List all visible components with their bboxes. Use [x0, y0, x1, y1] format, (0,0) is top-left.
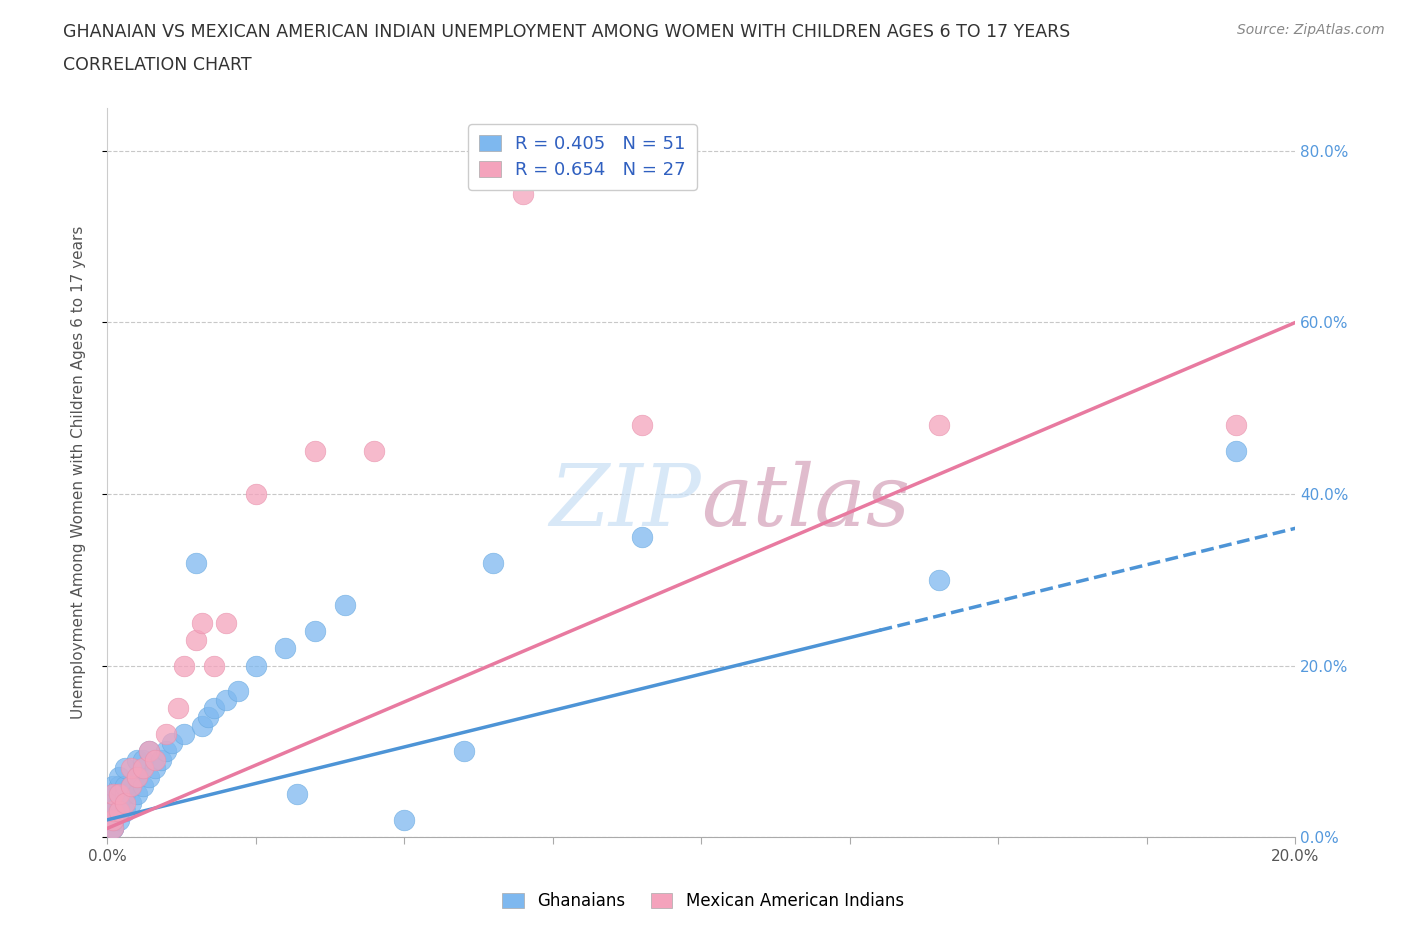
Point: [101, 804, 124, 818]
Point: [101, 804, 124, 818]
Point: [245, 658, 267, 673]
Point: [631, 418, 654, 432]
Point: [108, 804, 131, 818]
Point: [304, 444, 326, 458]
Point: [120, 795, 142, 810]
Point: [155, 726, 177, 741]
Point: [392, 813, 415, 828]
Point: [285, 787, 308, 802]
Point: [101, 787, 124, 802]
Text: CORRELATION CHART: CORRELATION CHART: [63, 56, 252, 73]
Point: [125, 769, 148, 784]
Point: [101, 821, 124, 836]
Point: [101, 821, 124, 836]
Point: [120, 761, 142, 776]
Point: [120, 778, 142, 793]
Point: [304, 624, 326, 639]
Point: [155, 744, 177, 759]
Point: [173, 658, 195, 673]
Point: [132, 778, 155, 793]
Point: [108, 813, 131, 828]
Point: [101, 804, 124, 818]
Text: ZIP: ZIP: [550, 460, 702, 543]
Point: [125, 769, 148, 784]
Point: [101, 778, 124, 793]
Point: [226, 684, 249, 698]
Point: [101, 821, 124, 836]
Point: [928, 572, 950, 587]
Point: [101, 813, 124, 828]
Point: [1225, 444, 1247, 458]
Point: [101, 813, 124, 828]
Point: [125, 787, 148, 802]
Point: [101, 787, 124, 802]
Point: [108, 769, 131, 784]
Point: [108, 787, 131, 802]
Point: [114, 804, 136, 818]
Point: [363, 444, 385, 458]
Point: [215, 615, 238, 630]
Point: [245, 486, 267, 501]
Point: [143, 752, 166, 767]
Point: [928, 418, 950, 432]
Point: [108, 795, 131, 810]
Point: [114, 761, 136, 776]
Point: [138, 769, 160, 784]
Point: [138, 744, 160, 759]
Point: [108, 778, 131, 793]
Point: [162, 736, 184, 751]
Point: [101, 813, 124, 828]
Point: [186, 632, 208, 647]
Point: [149, 752, 172, 767]
Point: [101, 813, 124, 828]
Point: [202, 658, 225, 673]
Text: GHANAIAN VS MEXICAN AMERICAN INDIAN UNEMPLOYMENT AMONG WOMEN WITH CHILDREN AGES : GHANAIAN VS MEXICAN AMERICAN INDIAN UNEM…: [63, 23, 1070, 41]
Point: [631, 529, 654, 544]
Legend: R = 0.405   N = 51, R = 0.654   N = 27: R = 0.405 N = 51, R = 0.654 N = 27: [468, 125, 696, 190]
Point: [132, 761, 155, 776]
Point: [108, 804, 131, 818]
Point: [114, 787, 136, 802]
Point: [173, 726, 195, 741]
Point: [453, 744, 475, 759]
Point: [333, 598, 356, 613]
Point: [1225, 418, 1247, 432]
Point: [101, 795, 124, 810]
Point: [482, 555, 505, 570]
Text: atlas: atlas: [702, 460, 911, 543]
Point: [132, 752, 155, 767]
Point: [167, 701, 190, 716]
Point: [197, 710, 219, 724]
Point: [125, 752, 148, 767]
Point: [274, 641, 297, 656]
Legend: Ghanaians, Mexican American Indians: Ghanaians, Mexican American Indians: [496, 885, 910, 917]
Point: [186, 555, 208, 570]
Point: [202, 701, 225, 716]
Point: [215, 692, 238, 707]
Text: Source: ZipAtlas.com: Source: ZipAtlas.com: [1237, 23, 1385, 37]
Point: [114, 778, 136, 793]
Point: [108, 787, 131, 802]
Point: [191, 615, 214, 630]
Point: [114, 795, 136, 810]
Y-axis label: Unemployment Among Women with Children Ages 6 to 17 years: Unemployment Among Women with Children A…: [72, 226, 86, 719]
Point: [143, 761, 166, 776]
Point: [191, 718, 214, 733]
Point: [120, 778, 142, 793]
Point: [512, 186, 534, 201]
Point: [138, 744, 160, 759]
